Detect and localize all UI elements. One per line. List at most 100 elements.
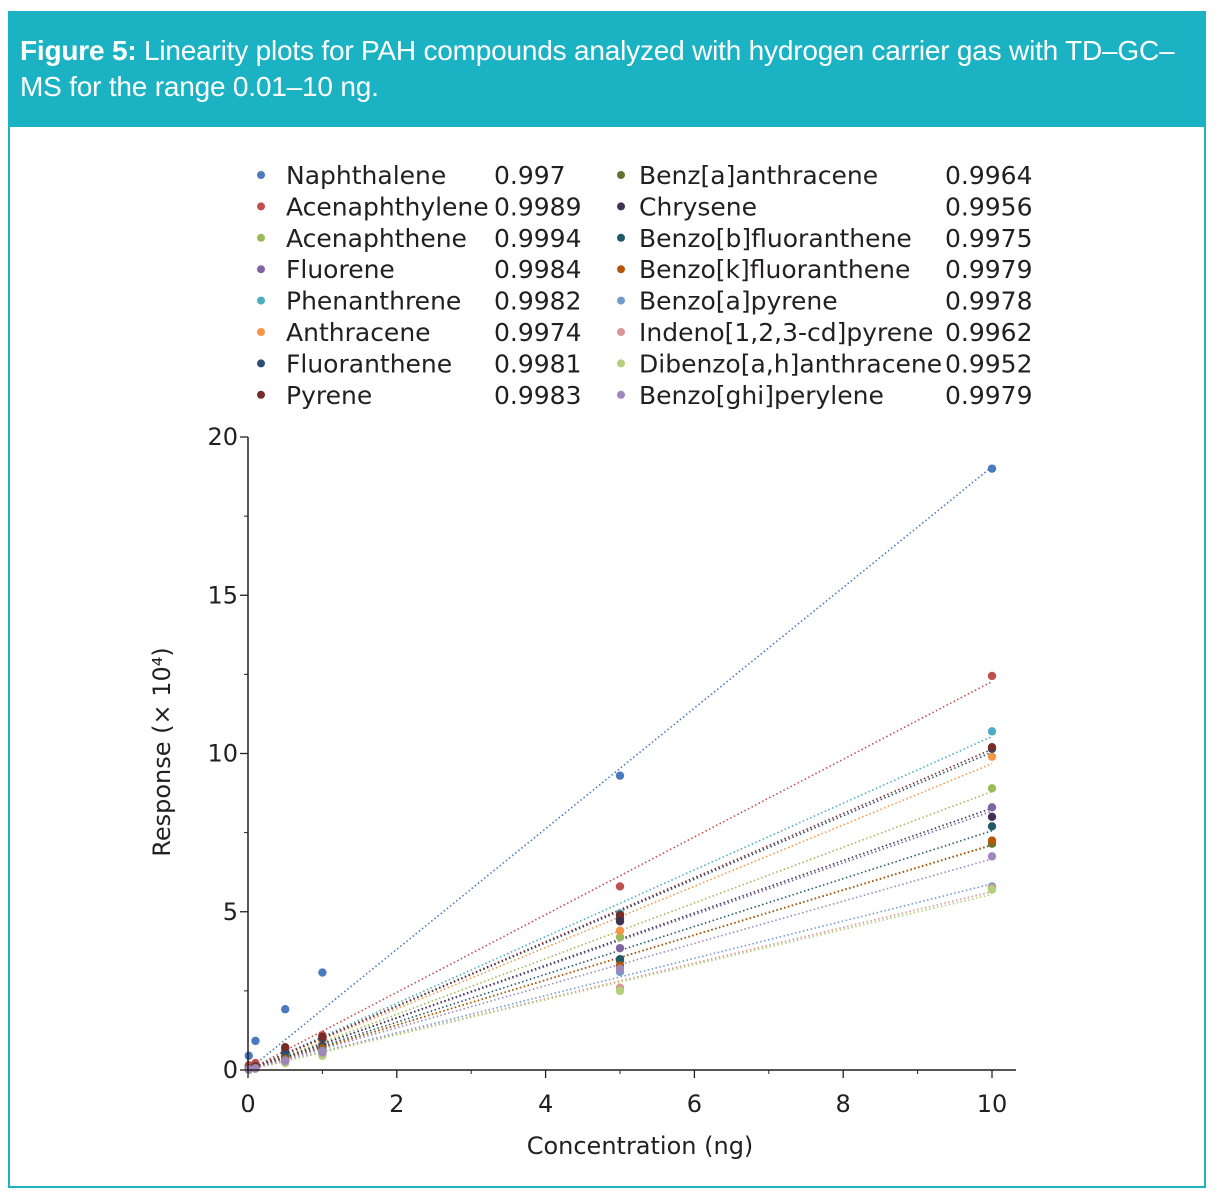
figure-caption: Linearity plots for PAH compounds analyz… — [20, 35, 1175, 102]
x-tick-label: 8 — [836, 1090, 851, 1118]
legend-r2: 0.9962 — [945, 318, 1032, 347]
legend-item-benzo-b-fluoranthene: Benzo[b]fluoranthene 0.9975 — [617, 224, 1032, 253]
legend-label: Benzo[k]fluoranthene — [639, 255, 910, 284]
legend-label: Benzo[ghi]perylene — [639, 381, 884, 410]
point-chrysene — [615, 917, 625, 926]
legend-item-anthracene: Anthracene 0.9974 — [257, 318, 581, 347]
legend-marker — [617, 328, 625, 336]
y-axis-label: Response (× 10⁴) — [148, 647, 176, 857]
x-tick-label: 4 — [538, 1090, 553, 1118]
legend-r2: 0.9974 — [494, 318, 581, 347]
legend-item-benzo-a-pyrene: Benzo[a]pyrene 0.9978 — [617, 287, 1032, 316]
legend-marker — [617, 359, 625, 368]
point-benzo-ghi-perylene — [251, 1064, 260, 1073]
fit-line-fluorene — [247, 810, 993, 1071]
legend-item-phenanthrene: Phenanthrene 0.9982 — [257, 287, 581, 316]
legend-marker — [257, 359, 265, 368]
point-acenaphthylene — [615, 882, 625, 891]
legend-r2: 0.9956 — [945, 192, 1032, 221]
fit-lines — [247, 466, 993, 1071]
point-pyrene — [318, 1032, 327, 1041]
legend-item-fluoranthene: Fluoranthene 0.9981 — [257, 349, 581, 378]
point-naphthalene — [281, 1005, 290, 1014]
legend-marker — [617, 202, 625, 211]
legend-r2: 0.9989 — [494, 192, 581, 221]
legend-marker — [257, 296, 265, 305]
legend-label: Chrysene — [639, 192, 757, 221]
y-tick-label: 10 — [207, 740, 238, 768]
figure-frame — [8, 11, 1206, 1188]
legend-r2: 0.9994 — [494, 224, 581, 253]
legend-marker — [257, 328, 265, 336]
legend-marker — [617, 265, 625, 274]
x-tick-label: 0 — [240, 1090, 255, 1118]
legend-marker — [257, 233, 265, 242]
legend-item-naphthalene: Naphthalene 0.997 — [257, 161, 566, 190]
point-chrysene — [987, 812, 997, 821]
figure-caption-bar: Figure 5: Linearity plots for PAH compou… — [8, 11, 1206, 127]
y-tick-label: 5 — [223, 898, 238, 926]
legend-marker — [617, 171, 625, 179]
point-naphthalene — [318, 968, 327, 977]
legend-label: Acenaphthylene — [286, 192, 489, 221]
legend-item-acenaphthylene: Acenaphthylene 0.9989 — [257, 192, 581, 221]
x-tick-label: 2 — [389, 1090, 404, 1118]
legend-r2: 0.9975 — [945, 224, 1032, 253]
legend-item-fluorene: Fluorene 0.9984 — [257, 255, 581, 284]
point-phenanthrene — [987, 727, 997, 736]
legend-item-dibenzo-a-h-anthracene: Dibenzo[a,h]anthracene 0.9952 — [617, 349, 1032, 378]
point-benzo-b-fluoranthene — [987, 822, 997, 831]
legend-label: Fluoranthene — [286, 349, 452, 378]
legend-marker — [617, 390, 625, 399]
legend-r2: 0.997 — [494, 161, 566, 190]
legend-r2: 0.9984 — [494, 255, 581, 284]
point-pyrene — [987, 742, 997, 752]
point-dibenzo-a-h-anthracene — [615, 986, 625, 996]
legend-label: Naphthalene — [286, 161, 446, 190]
legend-label: Indeno[1,2,3-cd]pyrene — [639, 318, 933, 347]
point-anthracene — [615, 926, 625, 935]
point-acenaphthylene — [987, 671, 997, 681]
point-dibenzo-a-h-anthracene — [987, 885, 997, 894]
point-acenaphthene — [615, 932, 625, 942]
fit-line-acenaphthylene — [247, 680, 993, 1071]
legend-r2: 0.9979 — [945, 381, 1032, 410]
legend-item-pyrene: Pyrene 0.9983 — [257, 381, 581, 410]
legend-item-benz-a-anthracene: Benz[a]anthracene 0.9964 — [617, 161, 1032, 190]
legend-r2: 0.9964 — [945, 161, 1032, 190]
y-tick-label: 20 — [207, 423, 238, 451]
point-naphthalene — [987, 464, 997, 473]
point-benzo-ghi-perylene — [615, 964, 625, 973]
legend-marker — [257, 265, 265, 274]
legend-r2: 0.9978 — [945, 287, 1032, 316]
legend-r2: 0.9983 — [494, 381, 581, 410]
legend-item-acenaphthene: Acenaphthene 0.9994 — [257, 224, 581, 253]
legend-marker — [257, 171, 265, 179]
point-benzo-ghi-perylene — [987, 852, 997, 861]
x-axis-label: Concentration (ng) — [527, 1132, 754, 1160]
point-fluorene — [615, 943, 625, 953]
x-tick-label: 6 — [687, 1090, 702, 1118]
point-naphthalene — [251, 1036, 260, 1046]
fit-line-naphthalene — [247, 466, 993, 1071]
point-pyrene — [281, 1043, 290, 1052]
legend-label: Dibenzo[a,h]anthracene — [639, 349, 942, 378]
legend-label: Anthracene — [286, 318, 431, 347]
fit-line-phenanthrene — [247, 735, 993, 1071]
legend-r2: 0.9979 — [945, 255, 1032, 284]
legend-label: Fluorene — [286, 255, 395, 284]
legend-marker — [617, 233, 625, 242]
legend-item-indeno-1-2-3-cd-pyrene: Indeno[1,2,3-cd]pyrene 0.9962 — [617, 318, 1032, 347]
point-fluorene — [987, 803, 997, 812]
point-benzo-ghi-perylene — [281, 1056, 290, 1066]
legend-label: Benzo[b]fluoranthene — [639, 224, 912, 253]
legend-item-chrysene: Chrysene 0.9956 — [617, 192, 1032, 221]
x-tick-label: 10 — [977, 1090, 1008, 1118]
point-naphthalene — [615, 771, 625, 780]
axes: 0 5 10 15 20 0 2 4 6 8 10 — [207, 423, 1016, 1118]
fit-line-dibenzo-a-h-anthracene — [247, 893, 993, 1071]
legend-item-benzo-k-fluoranthene: Benzo[k]fluoranthene 0.9979 — [617, 255, 1032, 284]
legend-marker — [257, 202, 265, 211]
